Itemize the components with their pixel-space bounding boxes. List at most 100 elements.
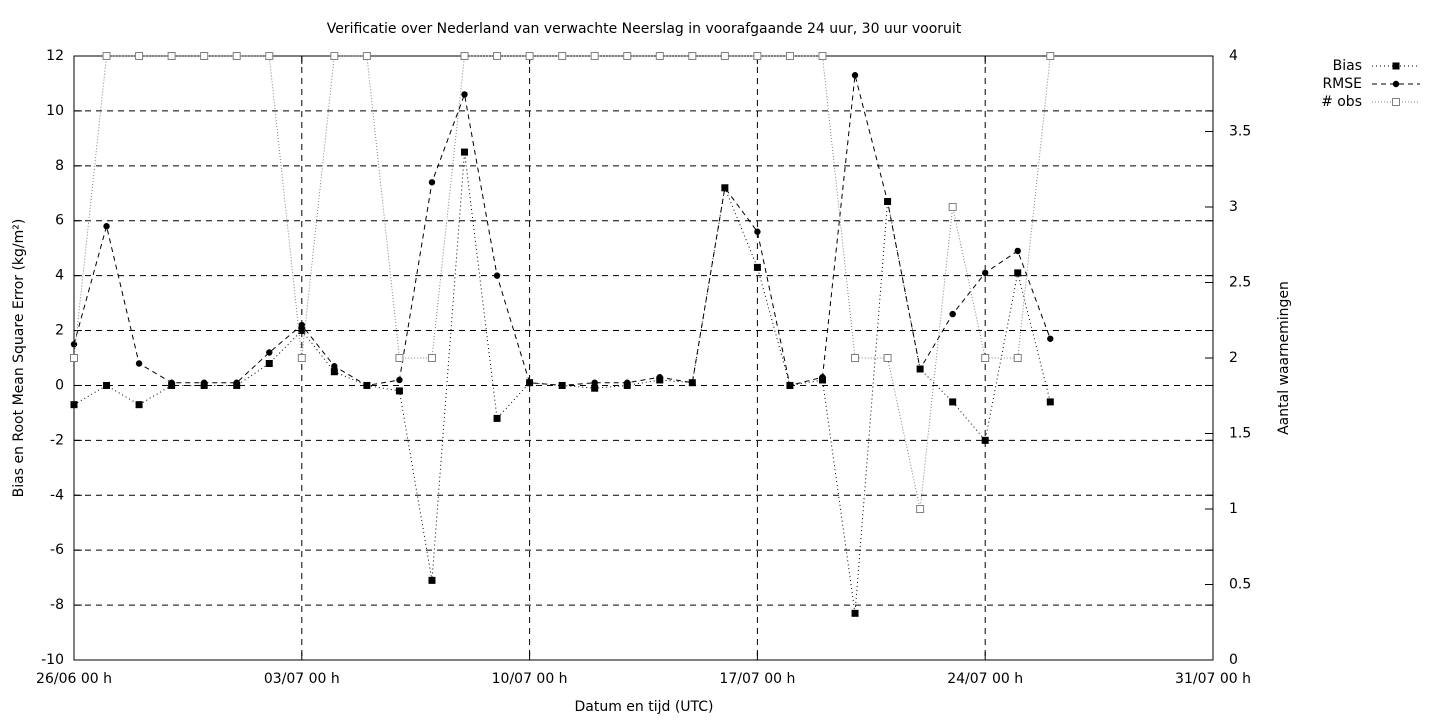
legend-marker [1392, 62, 1400, 70]
point [982, 269, 989, 277]
point [1047, 335, 1054, 342]
plot-frame [73, 55, 1214, 661]
y2-tick-label: 2 [1229, 350, 1238, 366]
x-tick-label: 03/07 00 h [264, 671, 340, 687]
point [331, 363, 338, 370]
point [916, 505, 925, 513]
y-tick-label: 2 [55, 323, 64, 339]
point [135, 360, 143, 367]
legend-marker [1392, 98, 1400, 106]
legend-label: # obs [1321, 94, 1362, 110]
point [232, 52, 241, 60]
point [916, 365, 924, 373]
point [395, 387, 403, 395]
point [525, 52, 534, 60]
point [1014, 247, 1021, 255]
y2-tick-label: 3.5 [1229, 124, 1251, 140]
point [981, 436, 989, 444]
y-tick-label: 8 [55, 158, 64, 174]
y2-tick-label: 1.5 [1229, 426, 1251, 442]
point [297, 354, 306, 362]
y-tick-label: -6 [50, 542, 64, 558]
point [168, 379, 175, 386]
point [591, 384, 599, 392]
x-axis-label: Datum en tijd (UTC) [574, 699, 713, 715]
y-axis-label: Bias en Root Mean Square Error (kg/m²) [11, 219, 27, 498]
point [819, 374, 826, 381]
point [298, 321, 305, 329]
point [655, 52, 664, 60]
x-tick-label: 26/06 00 h [36, 671, 112, 687]
point [526, 379, 533, 386]
y-tick-label: 10 [46, 103, 64, 119]
point [883, 354, 892, 362]
y-tick-label: 12 [46, 48, 64, 64]
point [70, 354, 78, 362]
point [1013, 354, 1022, 362]
legend-label: Bias [1333, 58, 1362, 74]
y2-tick-label: 2.5 [1229, 275, 1251, 291]
y2-tick-label: 4 [1229, 48, 1238, 64]
legend-label: RMSE [1322, 76, 1362, 92]
point [298, 327, 306, 335]
point [720, 52, 729, 60]
point [70, 401, 78, 409]
x-tick-label: 10/07 00 h [492, 671, 568, 687]
point [265, 359, 273, 367]
y-tick-label: 6 [55, 213, 64, 229]
y2-tick-label: 1 [1229, 501, 1238, 517]
point [949, 398, 957, 406]
point [884, 198, 891, 205]
point [427, 354, 436, 362]
point [461, 148, 469, 156]
point [721, 184, 729, 191]
point [200, 52, 209, 60]
point [558, 52, 567, 60]
point [591, 379, 598, 386]
point [330, 52, 339, 60]
x-tick-label: 31/07 00 h [1175, 671, 1251, 687]
point [851, 72, 859, 79]
point [200, 379, 208, 386]
point [689, 379, 696, 386]
legend-marker [1392, 80, 1400, 88]
point [493, 52, 502, 60]
point [395, 354, 404, 362]
point [590, 52, 599, 60]
y-tick-label: 0 [55, 377, 64, 393]
y-tick-label: -2 [50, 432, 64, 448]
point [265, 52, 274, 60]
point [624, 379, 631, 386]
point [103, 223, 110, 230]
point [1046, 52, 1055, 60]
point [656, 374, 663, 381]
y2-tick-label: 0.5 [1229, 577, 1251, 593]
point [623, 52, 632, 60]
point [818, 52, 827, 60]
y-tick-label: -4 [50, 487, 64, 503]
point [1046, 398, 1054, 406]
point [786, 382, 794, 389]
point [1014, 269, 1022, 277]
y-tick-label: -8 [50, 597, 64, 613]
point [428, 576, 436, 584]
point [70, 341, 78, 348]
point [948, 203, 957, 211]
point [688, 52, 697, 60]
point [949, 310, 956, 318]
y2-tick-label: 3 [1229, 199, 1238, 215]
chart-title: Verificatie over Nederland van verwachte… [327, 21, 962, 37]
series-line [73, 75, 1051, 387]
y2-axis-label: Aantal waarnemingen [1276, 281, 1292, 435]
point [851, 609, 859, 617]
point [103, 381, 111, 389]
point [363, 382, 371, 389]
y2-tick-label: 0 [1229, 652, 1238, 668]
point [266, 349, 273, 356]
point [460, 52, 469, 60]
point [135, 52, 144, 60]
point [493, 272, 501, 279]
point [754, 228, 761, 235]
point [167, 52, 176, 60]
